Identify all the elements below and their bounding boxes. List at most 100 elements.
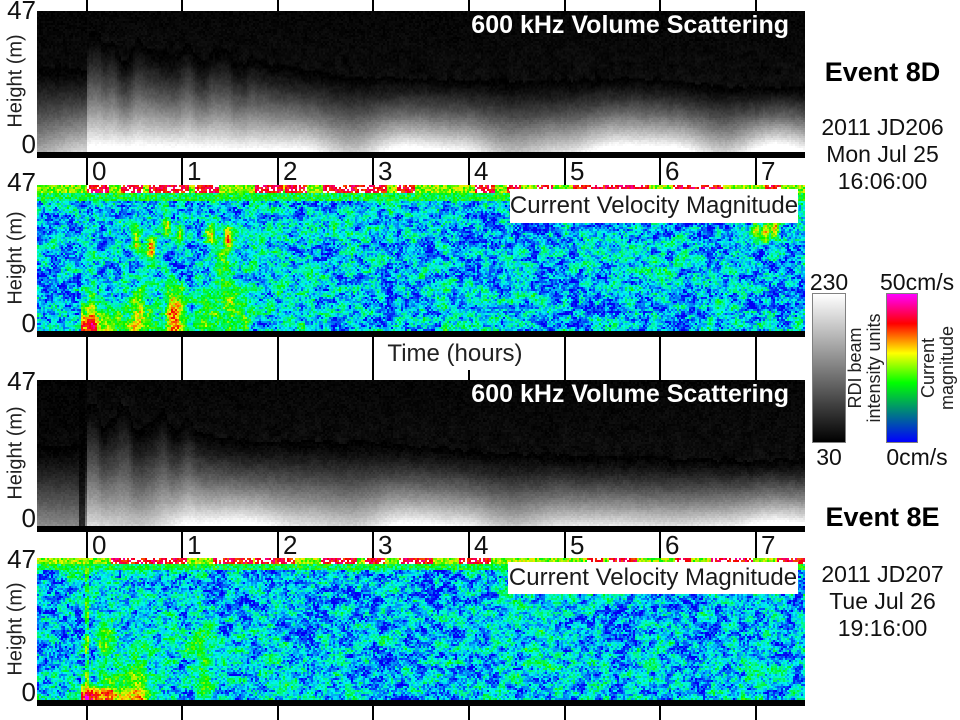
x-tick-mark [564,158,566,185]
x-tick-mark [372,158,374,185]
y-min-label: 0 [21,677,36,707]
x-tick-mark [181,337,183,380]
x-tick-mark [564,337,566,380]
heatmap-8e-volume-scattering [37,380,805,526]
x-tick-mark [277,158,279,185]
x-tick-mark [755,0,757,11]
x-tick-label: 7 [761,530,776,560]
y-axis-title: Height (m) [4,406,27,500]
x-tick-mark [468,158,470,185]
x-tick-mark [564,0,566,11]
event-8e-julian-day: 2011 JD207 [821,561,944,587]
x-axis-title: Time (hours) [384,337,526,370]
intensity-colorbar-title-line1: RDI beam [845,327,865,409]
x-tick-label: 3 [378,156,393,186]
x-tick-mark [468,0,470,11]
x-tick-mark [468,706,470,720]
x-tick-label: 4 [474,156,489,186]
y-min-label: 0 [21,129,36,159]
x-tick-mark [659,706,661,720]
x-tick-mark [659,158,661,185]
y-axis-title: Height (m) [4,211,27,305]
x-tick-mark [564,532,566,558]
panel-title-8d-velocity: Current Velocity Magnitude [510,189,798,223]
panel-baseline [37,700,805,706]
x-tick-mark [659,337,661,380]
x-axis-ticks-top [37,0,805,11]
heatmap-8d-volume-scattering [37,11,805,152]
x-tick-mark [755,158,757,185]
y-max-label: 47 [7,0,36,25]
x-tick-mark [277,337,279,380]
event-8e-date: Tue Jul 26 [829,588,936,614]
x-tick-label: 5 [570,156,585,186]
x-tick-mark [468,532,470,558]
panel-baseline [37,152,805,158]
x-tick-mark [181,158,183,185]
x-tick-mark [277,706,279,720]
x-tick-mark [86,337,88,380]
x-tick-label: 4 [474,530,489,560]
y-min-label: 0 [21,308,36,338]
x-tick-mark [372,706,374,720]
y-axis-title: Height (m) [4,34,27,128]
x-tick-label: 5 [570,530,585,560]
x-tick-label: 1 [187,156,202,186]
x-tick-mark [86,0,88,11]
x-tick-mark [86,158,88,185]
x-tick-mark [755,706,757,720]
x-tick-label: 7 [761,156,776,186]
velocity-colorbar-title-line2: magnitude [937,325,957,411]
event-8d-datetime: 2011 JD206 Mon Jul 25 16:06:00 [805,114,960,195]
x-tick-mark [372,532,374,558]
x-tick-label: 1 [187,530,202,560]
event-8d-julian-day: 2011 JD206 [821,114,944,140]
x-tick-mark [372,0,374,11]
event-8d-date: Mon Jul 25 [826,141,939,167]
panel-title-8e-scattering: 600 kHz Volume Scattering [471,380,789,408]
x-axis-ticks-bottom [37,706,805,720]
x-tick-mark [659,532,661,558]
x-tick-mark [755,532,757,558]
x-axis-row-1: 0 1 2 3 4 5 6 7 [37,158,805,185]
panel-baseline [37,526,805,532]
y-axis-title: Height (m) [4,582,27,676]
panel-title-8e-velocity: Current Velocity Magnitude [508,562,798,594]
x-tick-label: 6 [665,530,680,560]
x-tick-mark [181,532,183,558]
x-tick-label: 0 [92,530,107,560]
x-tick-mark [277,532,279,558]
x-axis-row-2: 0 1 2 3 4 5 6 7 [37,532,805,558]
event-8d-time: 16:06:00 [837,168,928,194]
x-tick-mark [372,337,374,380]
event-8e-datetime: 2011 JD207 Tue Jul 26 19:16:00 [805,561,960,642]
intensity-colorbar-min: 30 [816,444,842,470]
intensity-colorbar [812,293,846,443]
event-8e-time: 19:16:00 [837,615,928,641]
intensity-colorbar-title-line2: intensity units [864,313,884,423]
x-tick-label: 0 [92,156,107,186]
panel-baseline [37,331,805,337]
y-max-label: 47 [7,366,36,396]
intensity-colorbar-max: 230 [809,269,849,295]
velocity-colorbar-title: Current magnitude [918,325,957,411]
x-tick-mark [277,0,279,11]
x-tick-mark [181,706,183,720]
y-min-label: 0 [21,503,36,533]
intensity-colorbar-title: RDI beam intensity units [845,313,884,423]
x-tick-label: 2 [283,156,298,186]
velocity-colorbar-title-line1: Current [918,337,938,399]
x-tick-mark [86,706,88,720]
x-tick-mark [659,0,661,11]
x-tick-mark [564,706,566,720]
velocity-colorbar [886,293,918,443]
x-tick-mark [755,337,757,380]
x-tick-label: 2 [283,530,298,560]
panel-title-8d-scattering: 600 kHz Volume Scattering [471,11,789,39]
velocity-colorbar-min: 0cm/s [886,444,948,470]
x-tick-mark [86,532,88,558]
x-tick-label: 3 [378,530,393,560]
x-tick-mark [181,0,183,11]
y-max-label: 47 [7,167,36,197]
